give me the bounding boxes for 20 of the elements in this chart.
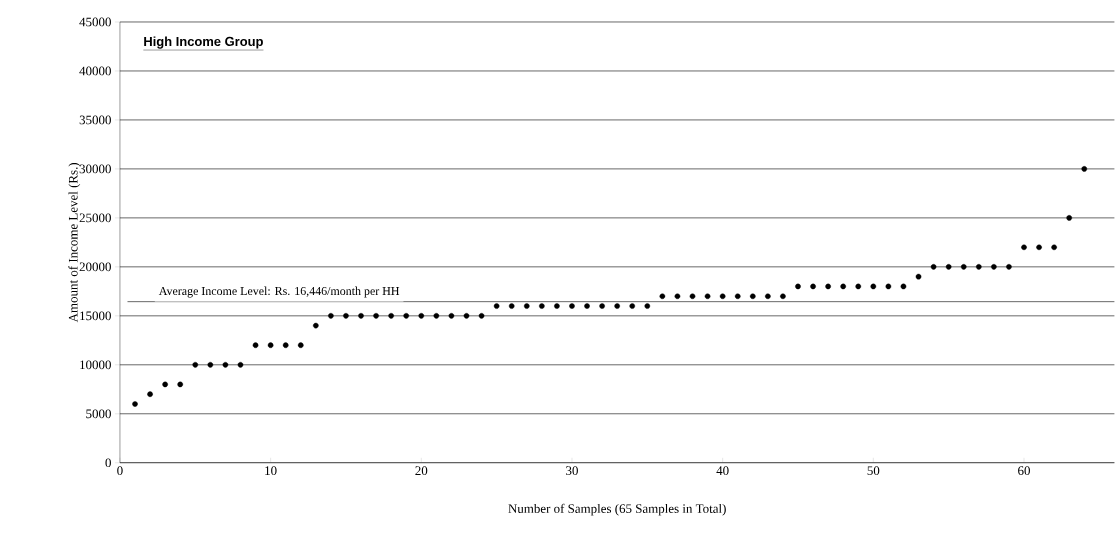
ref-line-label: Average Income Level: Rs. 16,446/month per HH xyxy=(158,286,400,298)
y-tick-label: 10000 xyxy=(80,360,111,370)
x-tick-label: 10 xyxy=(265,466,277,476)
y-tick-label: 20000 xyxy=(79,262,111,272)
y-tick-label: 5000 xyxy=(86,409,111,419)
y-tick-label: 40000 xyxy=(79,66,111,76)
x-tick-label: 60 xyxy=(1018,466,1030,476)
x-tick-label: 30 xyxy=(566,466,578,476)
x-tick-label: 20 xyxy=(415,466,428,476)
y-tick-label: 15000 xyxy=(80,311,111,321)
y-tick-label: 25000 xyxy=(79,213,111,223)
y-tick-label: 30000 xyxy=(79,164,111,174)
x-tick-label: 50 xyxy=(867,466,880,476)
x-tick-label: 0 xyxy=(117,466,123,476)
x-tick-label: 40 xyxy=(716,466,729,476)
y-tick-label: 35000 xyxy=(79,115,111,125)
y-tick-label: 0 xyxy=(105,458,111,468)
x-axis-title: Number of Samples (65 Samples in Total) xyxy=(508,503,726,516)
text: High Income Group xyxy=(144,36,263,49)
y-tick-label: 45000 xyxy=(79,17,111,27)
